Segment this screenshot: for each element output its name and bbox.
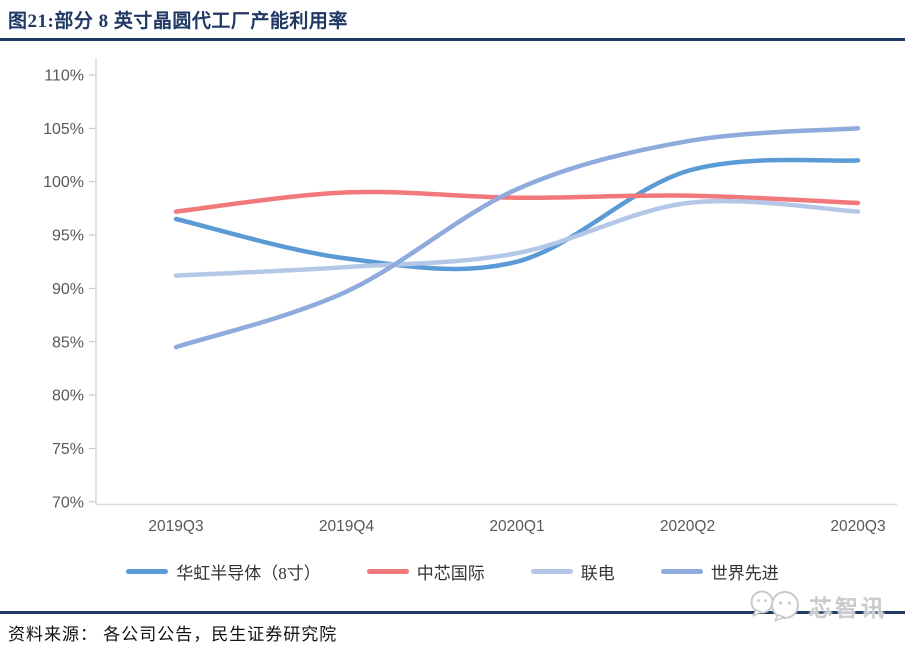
series-line-0 (173, 157, 861, 272)
watermark-brand-text: 芯智讯 (809, 596, 887, 621)
series-line-2 (173, 198, 861, 278)
header-divider (0, 38, 905, 41)
x-axis-label: 2020Q3 (830, 518, 885, 535)
legend-swatch-1 (366, 568, 409, 574)
legend-swatch-3 (660, 568, 703, 574)
legend-swatch-0 (126, 568, 169, 574)
legend-item-2: 联电 (530, 559, 615, 584)
legend-item-0: 华虹半导体（8寸） (126, 559, 321, 584)
legend-label-3: 世界先进 (710, 563, 779, 583)
y-axis-label: 95% (52, 228, 84, 245)
chart-legend: 华虹半导体（8寸） 中芯国际 联电 世界先进 (0, 556, 905, 586)
footer-divider (0, 611, 905, 614)
y-axis-label: 100% (43, 174, 84, 191)
x-axis-label: 2020Q2 (660, 518, 715, 535)
series-line-3 (173, 126, 861, 350)
y-axis-label: 85% (52, 334, 84, 351)
wechat-chat-bubbles-icon (750, 590, 799, 622)
y-axis-label: 75% (52, 441, 84, 458)
legend-swatch-2 (530, 568, 573, 574)
x-axis-label: 2019Q4 (319, 518, 375, 535)
legend-item-3: 世界先进 (660, 559, 779, 584)
series-line-1 (173, 189, 861, 214)
source-note: 资料来源： 各公司公告，民生证券研究院 (8, 625, 338, 644)
x-axis-label: 2020Q1 (489, 518, 544, 535)
y-axis-label: 70% (52, 494, 84, 511)
legend-label-0: 华虹半导体（8寸） (176, 563, 321, 583)
legend-label-1: 中芯国际 (416, 563, 485, 583)
y-axis-label: 105% (43, 121, 84, 138)
legend-label-2: 联电 (580, 563, 615, 583)
y-axis-label: 80% (52, 388, 84, 405)
line-chart: 110% 105% 100% 95% 90% 85% 80% 75% 70% 2019Q3 2019… (43, 58, 897, 535)
legend-item-1: 中芯国际 (366, 559, 485, 584)
watermark: 芯智讯 (747, 586, 887, 626)
chart-title: 图21:部分 8 英寸晶圆代工厂产能利用率 (8, 11, 348, 32)
y-axis-label: 110% (44, 68, 84, 85)
x-axis-label: 2019Q3 (148, 518, 203, 535)
y-axis-label: 90% (52, 281, 84, 298)
